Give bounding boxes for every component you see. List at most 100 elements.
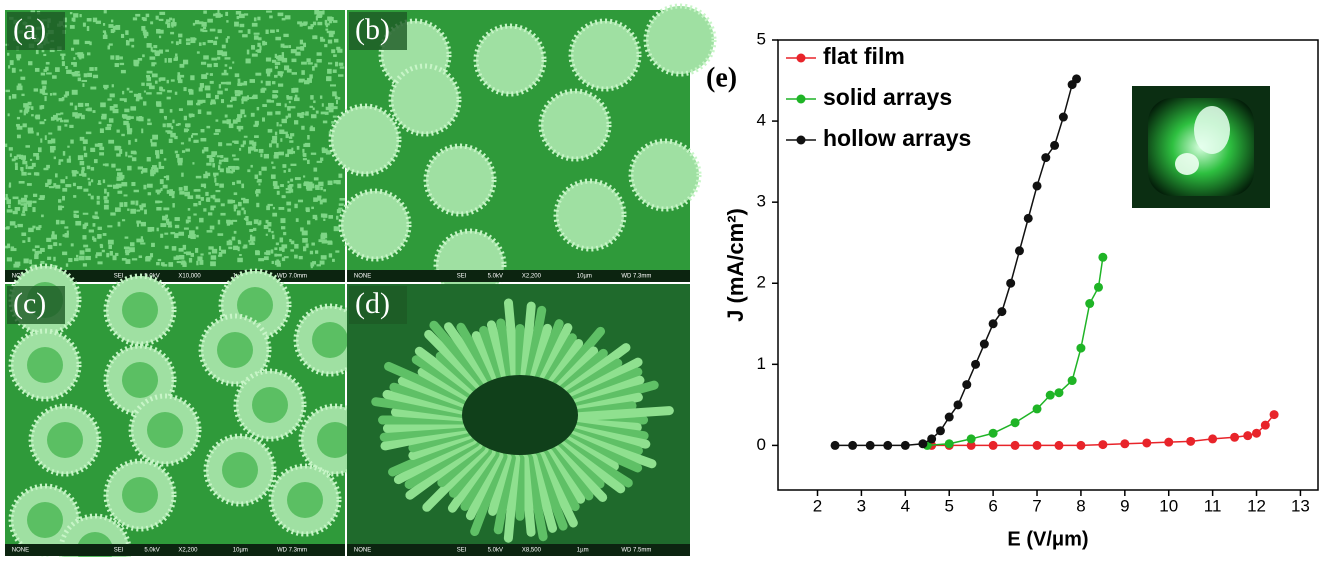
texture: [207, 230, 213, 233]
point: [989, 441, 998, 450]
texture: [272, 213, 277, 217]
texture: [60, 220, 64, 224]
texture: [253, 97, 257, 99]
texture: [16, 54, 21, 58]
texture: [196, 261, 198, 266]
texture: [336, 216, 338, 220]
footer-text: 5.0kV: [488, 548, 503, 554]
texture: [262, 88, 267, 91]
texture: [189, 92, 194, 95]
texture: [257, 107, 259, 110]
texture: [8, 113, 10, 116]
texture: [310, 106, 313, 108]
texture: [125, 252, 129, 255]
texture: [175, 53, 177, 56]
texture: [323, 121, 327, 124]
sem-image: NONESEI5.0kVX10,0001µmWD 7.0mm(a): [5, 10, 345, 282]
texture: [51, 117, 55, 121]
texture: [66, 70, 72, 74]
texture: [176, 154, 180, 158]
texture: [67, 159, 71, 163]
texture: [47, 422, 83, 458]
texture: [17, 86, 23, 91]
texture: [156, 16, 159, 20]
texture: [206, 93, 211, 98]
texture: [303, 175, 305, 177]
texture: [311, 207, 314, 209]
texture: [41, 105, 44, 109]
texture: [227, 223, 230, 226]
texture: [323, 189, 326, 191]
texture: [115, 25, 120, 30]
texture: [318, 182, 323, 187]
texture: [105, 163, 109, 166]
texture: [192, 231, 195, 233]
point: [980, 340, 989, 349]
texture: [179, 255, 184, 260]
texture: [139, 255, 142, 258]
texture: [272, 235, 274, 239]
texture: [21, 172, 26, 176]
texture: [63, 151, 65, 156]
texture: [154, 168, 158, 172]
texture: [286, 116, 289, 119]
texture: [214, 133, 219, 135]
texture: [322, 147, 325, 151]
texture: [198, 201, 201, 205]
texture: [47, 179, 51, 183]
texture: [121, 34, 124, 38]
texture: [335, 250, 339, 252]
texture: [241, 184, 244, 189]
texture: [207, 111, 212, 114]
texture: [256, 203, 259, 207]
texture: [312, 261, 316, 264]
texture: [73, 13, 78, 17]
texture: [70, 25, 75, 29]
x-tick-label: 3: [857, 496, 866, 515]
texture: [218, 220, 220, 225]
texture: [313, 22, 316, 26]
texture: [229, 240, 232, 243]
texture: [6, 199, 11, 204]
texture: [73, 214, 76, 218]
texture: [240, 109, 244, 114]
texture: [226, 220, 230, 224]
texture: [308, 26, 313, 29]
texture: [160, 77, 165, 81]
texture: [34, 172, 38, 175]
point: [1186, 437, 1195, 446]
texture: [217, 332, 253, 368]
point: [989, 319, 998, 328]
footer-text: SEI: [457, 274, 467, 280]
texture: [276, 254, 282, 257]
texture: [276, 143, 278, 148]
texture: [285, 154, 289, 157]
point: [927, 434, 936, 443]
texture: [301, 70, 304, 75]
texture: [283, 232, 286, 235]
texture: [13, 197, 19, 200]
texture: [14, 156, 18, 160]
texture: [87, 18, 92, 21]
texture: [278, 55, 281, 60]
texture: [122, 362, 158, 398]
texture: [149, 56, 155, 59]
texture: [141, 83, 144, 86]
texture: [176, 41, 179, 45]
point: [1120, 439, 1129, 448]
texture: [301, 62, 307, 65]
point: [1041, 153, 1050, 162]
texture: [165, 50, 169, 52]
texture: [201, 197, 204, 201]
texture: [21, 232, 26, 236]
texture: [218, 29, 222, 33]
texture: [20, 110, 23, 113]
texture: [314, 35, 316, 38]
texture: [90, 148, 95, 152]
texture: [82, 235, 86, 239]
texture: [279, 247, 285, 251]
figure: NONESEI5.0kVX10,0001µmWD 7.0mm(a)NONESEI…: [0, 0, 1344, 557]
texture: [271, 174, 276, 178]
texture: [22, 161, 27, 164]
texture: [119, 149, 122, 154]
